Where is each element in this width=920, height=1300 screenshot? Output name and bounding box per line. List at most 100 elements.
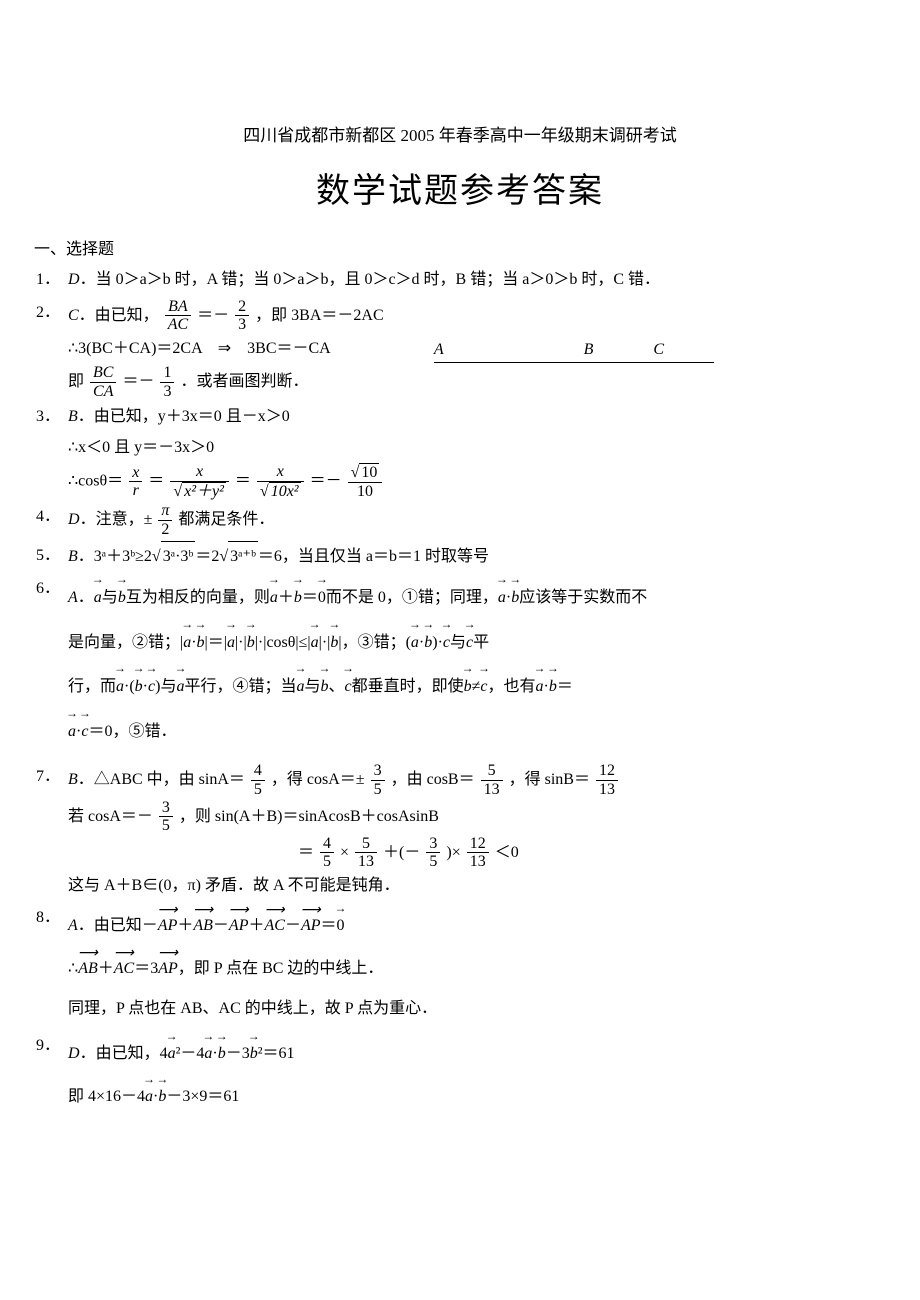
text: ．由已知， [79,306,159,323]
text: ＝ [557,678,573,695]
q-body: A．由已知－AP＋AB－AP＋AC－AP＝0 ∴AB＋AC＝3AP，即 P 点在… [68,903,886,1029]
q-body: A．a与b互为相反的向量，则a＋b＝0而不是 0，①错；同理，a·b应该等于实数… [68,574,886,752]
numerator: π [158,502,172,521]
text: ∴cosθ＝ [68,472,123,489]
point-a: A [434,335,444,365]
text: ²＝61 [258,1045,295,1062]
fraction: π2 [158,502,172,538]
q-number: 7． [34,762,68,901]
numerator: √10 [348,463,383,483]
text: 都满足条件． [178,511,274,528]
vector-a: a [311,619,319,664]
text: 这与 A＋B∈(0，π) 矛盾．故 A 不可能是钝角． [68,871,886,901]
vector-c: c [148,663,155,708]
vector-a: a [145,1074,153,1117]
denominator: √x²＋y² [170,482,229,501]
radicand: 10 [359,463,379,482]
text: ，即 3BA＝－2AC [255,306,383,323]
vector-b: b [197,619,205,664]
answer-letter: A [68,589,78,606]
fraction: BCCA [90,364,116,400]
vector-ap: AP [301,903,321,946]
q-number: 6． [34,574,68,752]
number-line-diagram: A B C [434,335,714,362]
numerator: 5 [355,835,377,854]
radicand: 3ᵃ·3ᵇ [161,541,196,572]
text: 都垂直时，即使 [352,678,464,695]
fraction: 13 [160,364,174,400]
vector-c: c [81,708,88,753]
denominator: 13 [355,853,377,871]
q-body: B．△ABC 中，由 sinA＝ 45 ，得 cosA＝± 35 ，由 cosB… [68,762,886,901]
q-number: 5． [34,541,68,572]
fraction: 35 [159,799,173,835]
q-body: B．由已知，y＋3x＝0 且－x＞0 ∴x＜0 且 y＝－3x＞0 ∴cosθ＝… [68,402,886,500]
vector-a: a [227,619,235,664]
q-number: 4． [34,502,68,538]
vector-zero: 0 [337,903,345,946]
fraction: 45 [251,762,265,798]
vector-ap: AP [229,903,249,946]
text: 应该等于实数而不 [519,589,647,606]
denominator: 5 [371,781,385,799]
fraction: BAAC [165,298,191,334]
vector-b: b [424,619,432,664]
q-number: 8． [34,903,68,1029]
question-6: 6． A．a与b互为相反的向量，则a＋b＝0而不是 0，①错；同理，a·b应该等… [34,574,886,752]
denominator: 2 [158,521,172,539]
q1-text: ．当 0＞a＞b 时，A 错；当 0＞a＞b，且 0＞c＞d 时，B 错；当 a… [80,271,660,288]
numerator: 1 [160,364,174,383]
vector-c: c [345,663,352,708]
text: ＝ [235,472,251,489]
denominator: r [129,482,142,500]
numerator: x [129,464,142,483]
answer-letter: C [68,306,79,323]
text: |·|cosθ|≤| [255,634,311,651]
text: 即 [68,373,84,390]
text: 行，而 [68,678,116,695]
text: 同理，P 点也在 AB、AC 的中线上，故 P 点为重心． [68,989,886,1029]
question-4: 4． D．注意，± π2 都满足条件． [34,502,886,538]
answer-letter: B [68,548,78,565]
numerator: 3 [371,762,385,781]
vector-a: a [536,663,544,708]
text: 而不是 0，①错；同理， [326,589,498,606]
question-5: 5． B．3ᵃ＋3ᵇ≥2√3ᵃ·3ᵇ＝2√3ᵃ⁺ᵇ＝6，当且仅当 a＝b＝1 时… [34,541,886,572]
fraction: x√10x² [257,463,304,500]
q-body: C．由已知， BAAC ＝－ 23 ，即 3BA＝－2AC ∴3(BC＋CA)＝… [68,298,886,401]
point-c: C [653,335,664,365]
text: 是向量，②错；| [68,634,183,651]
radicand: 10x² [269,482,301,501]
numerator: 5 [481,762,503,781]
numerator: 2 [235,298,249,317]
text: )与 [155,678,176,695]
vector-b: b [218,1031,226,1074]
fraction: xr [129,464,142,500]
text: |＝| [205,634,227,651]
fraction: √1010 [348,463,383,500]
fraction: 35 [426,835,440,871]
denominator: 5 [251,781,265,799]
text: |，③错；( [338,634,411,651]
text: ＝－ [197,306,229,323]
vector-ap: AP [158,946,178,989]
denominator: CA [90,383,116,401]
numerator: 4 [320,835,334,854]
vector-ab: AB [193,903,213,946]
text: ，得 sinB＝ [509,771,590,788]
q-body: B．3ᵃ＋3ᵇ≥2√3ᵃ·3ᵇ＝2√3ᵃ⁺ᵇ＝6，当且仅当 a＝b＝1 时取等号 [68,541,886,572]
denominator: √10x² [257,482,304,501]
vector-b: b [158,1074,166,1117]
text: ，则 sin(A＋B)＝sinAcosB＋cosAsinB [179,807,439,824]
text: 若 cosA＝－ [68,807,153,824]
numerator: 4 [251,762,265,781]
text: ＝0，⑤错． [88,723,176,740]
fraction: 513 [481,762,503,798]
vector-b: b [250,1031,258,1074]
text: ．由已知，y＋3x＝0 且－x＞0 [78,408,290,425]
text: ＋ [248,917,264,934]
answer-letter: A [68,917,78,934]
text: 即 4×16－4 [68,1088,145,1105]
text: ，得 cosA＝± [271,771,365,788]
text: － [285,917,301,934]
